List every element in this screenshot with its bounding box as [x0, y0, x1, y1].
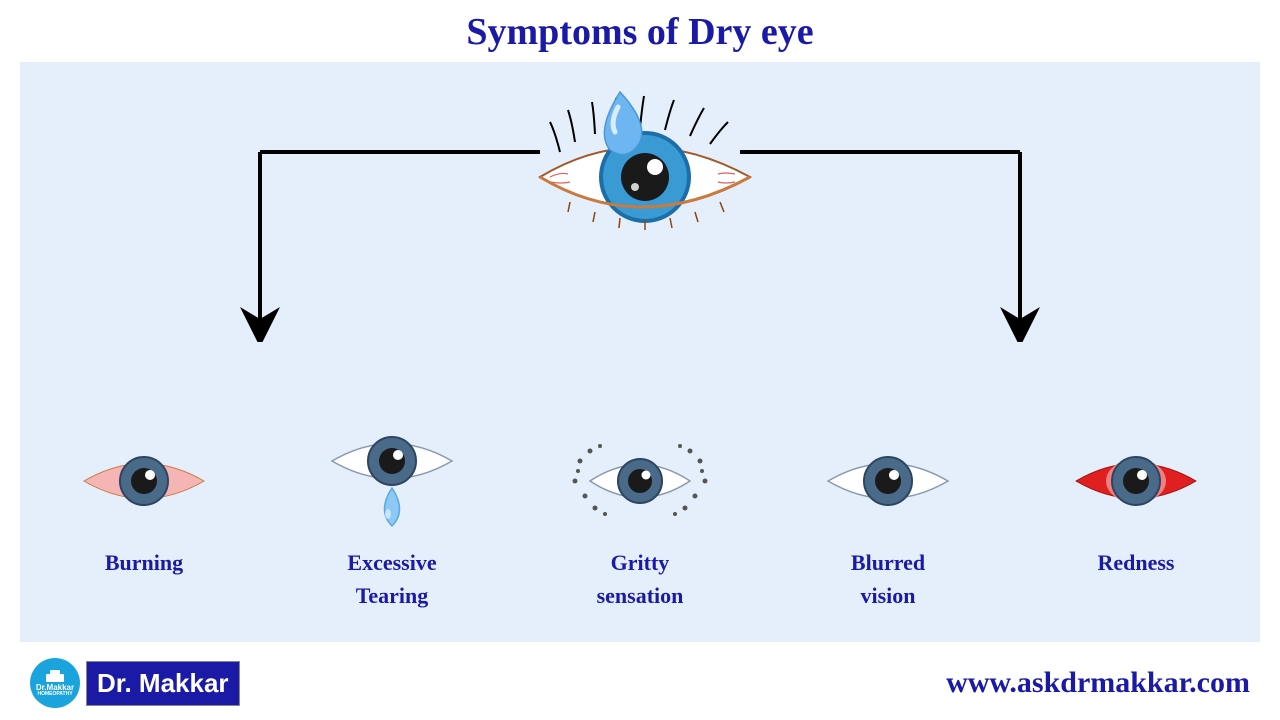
symptom-burning: Burning	[44, 436, 244, 579]
blurred-eye-icon	[818, 436, 958, 526]
burning-label: Burning	[105, 546, 183, 579]
symptoms-row: Burning ExcessiveTearing	[20, 436, 1260, 612]
redness-label: Redness	[1097, 546, 1174, 579]
main-eye-icon	[500, 82, 780, 267]
website-url: www.askdrmakkar.com	[946, 666, 1250, 700]
brand-logo: Dr.Makkar HOMEOPATHY Dr. Makkar	[30, 658, 240, 708]
symptom-tearing: ExcessiveTearing	[292, 436, 492, 612]
diagram-panel: Burning ExcessiveTearing	[20, 62, 1260, 642]
logo-circle-icon: Dr.Makkar HOMEOPATHY	[30, 658, 80, 708]
symptom-gritty: Grittysensation	[540, 436, 740, 612]
logo-rect: Dr. Makkar	[86, 661, 240, 706]
page-title: Symptoms of Dry eye	[0, 0, 1280, 54]
burning-eye-icon	[74, 436, 214, 526]
redness-eye-icon	[1066, 436, 1206, 526]
footer: Dr.Makkar HOMEOPATHY Dr. Makkar www.askd…	[30, 658, 1250, 708]
gritty-eye-icon	[560, 436, 720, 526]
blurred-label: Blurredvision	[851, 546, 925, 612]
symptom-blurred: Blurredvision	[788, 436, 988, 612]
gritty-label: Grittysensation	[597, 546, 684, 612]
tearing-label: ExcessiveTearing	[347, 546, 436, 612]
symptom-redness: Redness	[1036, 436, 1236, 579]
tearing-eye-icon	[322, 436, 462, 526]
